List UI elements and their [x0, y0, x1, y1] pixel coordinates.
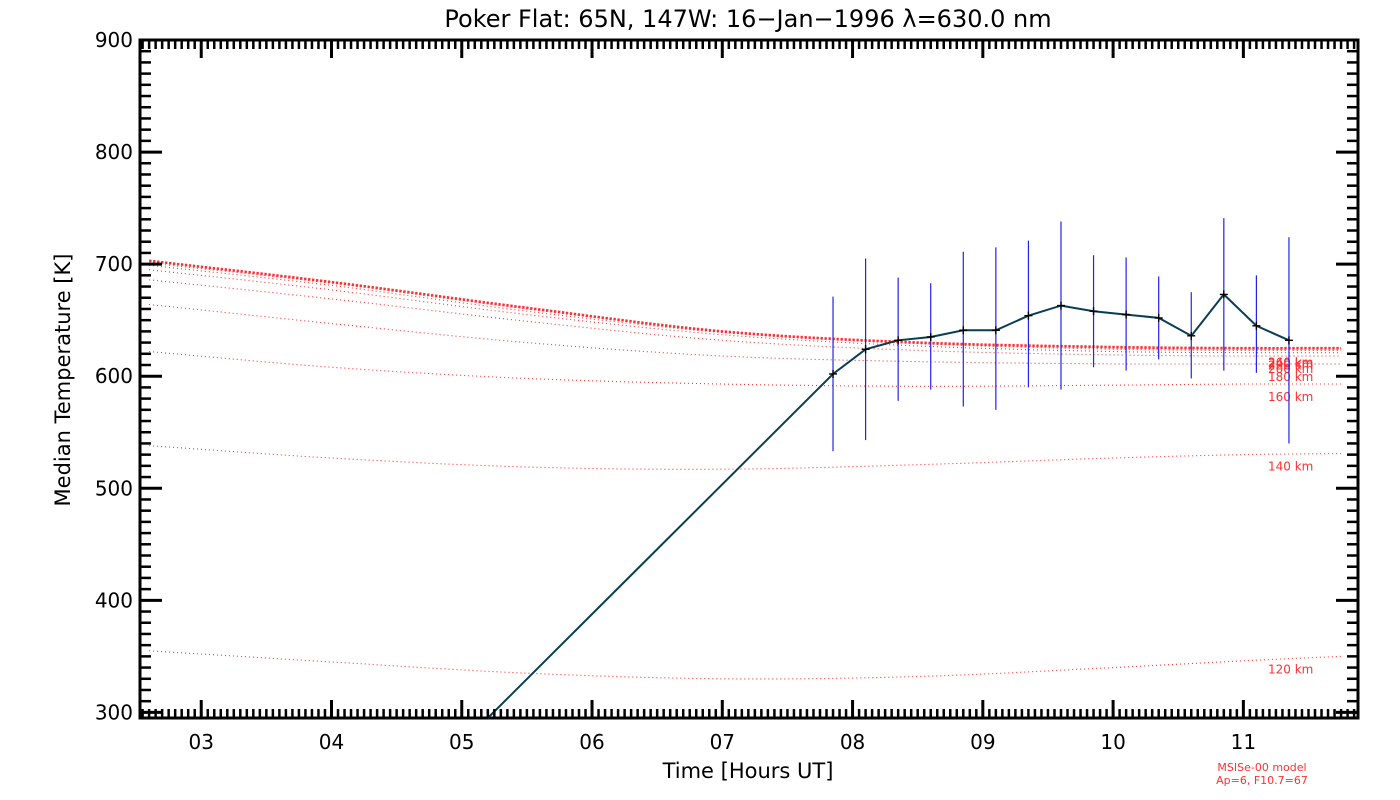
model-curve [149, 264, 1342, 352]
y-tick-label: 300 [95, 700, 133, 724]
model-curve-label: 200 km [1268, 362, 1313, 376]
data-point-marker [1056, 301, 1065, 310]
data-point-marker [1219, 290, 1228, 299]
model-note-line-1: MSISe-00 model [1217, 761, 1306, 774]
x-tick-label: 08 [840, 730, 865, 754]
y-tick-label: 600 [95, 364, 133, 388]
data-point-marker [991, 326, 1000, 335]
x-tick-label: 05 [449, 730, 474, 754]
data-point-marker [1154, 313, 1163, 322]
model-curve [149, 279, 1342, 357]
model-curve-label: 220 km [1268, 359, 1313, 373]
data-point-marker [894, 336, 903, 345]
y-axis-label: Median Temperature [K] [51, 254, 75, 507]
y-tick-label: 700 [95, 252, 133, 276]
x-axis-label: Time [Hours UT] [662, 759, 834, 783]
plot-frame [138, 38, 1360, 720]
chart-title: Poker Flat: 65N, 147W: 16−Jan−1996 λ=630… [444, 5, 1051, 33]
model-curve-label: 140 km [1268, 460, 1313, 474]
data-point-marker [1284, 336, 1293, 345]
data-point-marker [1187, 331, 1196, 340]
y-tick-label: 500 [95, 476, 133, 500]
x-tick-label: 10 [1100, 730, 1125, 754]
x-tick-label: 03 [188, 730, 213, 754]
model-curve [149, 650, 1342, 680]
model-note-line-2: Ap=6, F10.7=67 [1216, 774, 1308, 787]
x-tick-label: 07 [710, 730, 735, 754]
data-point-marker [1089, 307, 1098, 316]
model-curve [149, 445, 1342, 470]
x-tick-label: 06 [579, 730, 604, 754]
data-point-marker [1252, 321, 1261, 330]
x-tick-label: 04 [319, 730, 344, 754]
data-point-marker [1122, 310, 1131, 319]
model-curve [149, 262, 1342, 350]
x-tick-label: 09 [970, 730, 995, 754]
model-curve [148, 259, 1342, 350]
observed-series [487, 218, 1293, 719]
model-curve-label: 240 km [1268, 356, 1313, 370]
data-point-marker [926, 332, 935, 341]
model-curve-label: 260 km [1268, 355, 1313, 369]
data-point-marker [959, 326, 968, 335]
model-curve-label: 180 km [1268, 370, 1313, 384]
model-curve-label: 160 km [1268, 390, 1313, 404]
y-tick-label: 900 [95, 28, 133, 52]
y-tick-label: 400 [95, 588, 133, 612]
axes: 03 04 05 06 07 08 09 10 11 300 400 500 600 700 800 900 [95, 28, 1358, 754]
model-curve [149, 350, 1342, 387]
y-tick-label: 800 [95, 140, 133, 164]
data-point-marker [829, 369, 838, 378]
data-point-marker [1024, 311, 1033, 320]
data-point-marker [861, 345, 870, 354]
x-tick-label: 11 [1231, 730, 1256, 754]
observed-line [487, 292, 1290, 719]
model-curve-label: 120 km [1268, 662, 1313, 676]
